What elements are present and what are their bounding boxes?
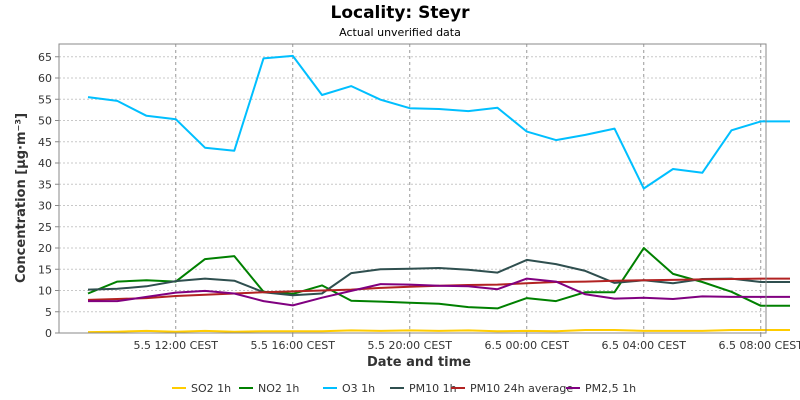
series-line-o3-1h bbox=[87, 54, 790, 190]
x-tick-label: 5.5 20:00 CEST bbox=[367, 339, 452, 352]
grid bbox=[59, 44, 766, 333]
y-tick-label: 60 bbox=[38, 72, 52, 85]
y-tick-label: 65 bbox=[38, 51, 52, 64]
legend-label: PM10 1h bbox=[409, 382, 457, 395]
x-tick-label: 5.5 16:00 CEST bbox=[250, 339, 335, 352]
series-line-pm10-1h bbox=[87, 258, 790, 297]
series-line-no2-1h bbox=[87, 247, 790, 310]
y-tick-label: 35 bbox=[38, 178, 52, 191]
y-tick-label: 15 bbox=[38, 263, 52, 276]
x-tick-label: 6.5 08:00 CEST bbox=[718, 339, 800, 352]
x-tick-label: 6.5 04:00 CEST bbox=[601, 339, 686, 352]
chart-subtitle: Actual unverified data bbox=[339, 26, 461, 39]
x-axis-title: Date and time bbox=[367, 355, 471, 370]
y-tick-label: 0 bbox=[45, 327, 52, 340]
y-tick-label: 20 bbox=[38, 242, 52, 255]
y-tick-label: 40 bbox=[38, 157, 52, 170]
y-tick-label: 45 bbox=[38, 136, 52, 149]
series-line-so2-1h bbox=[87, 329, 790, 334]
legend: SO2 1h NO2 1h O3 1h PM10 1h PM10 24h average… bbox=[172, 382, 636, 395]
plot-area-frame bbox=[58, 43, 767, 334]
y-tick-label: 30 bbox=[38, 200, 52, 213]
series-lines bbox=[87, 54, 790, 334]
y-axis-title: Concentration [µg·m⁻³] bbox=[14, 113, 29, 283]
x-tick-label: 6.5 00:00 CEST bbox=[484, 339, 569, 352]
legend-label: PM2,5 1h bbox=[585, 382, 636, 395]
series-line-pm2-5-1h bbox=[88, 277, 790, 307]
legend-label: NO2 1h bbox=[258, 382, 299, 395]
y-tick-label: 55 bbox=[38, 93, 52, 106]
y-tick-label: 10 bbox=[38, 285, 52, 298]
legend-label: O3 1h bbox=[342, 382, 375, 395]
legend-label: PM10 24h average bbox=[470, 382, 573, 395]
y-tick-label: 5 bbox=[45, 306, 52, 319]
y-tick-label: 50 bbox=[38, 115, 52, 128]
legend-label: SO2 1h bbox=[191, 382, 231, 395]
axes: 0 5 10 15 20 25 30 35 40 45 50 55 60 65 5.5 12:00 CEST… bbox=[38, 43, 800, 352]
y-tick-label: 25 bbox=[38, 221, 52, 234]
chart-title: Locality: Steyr bbox=[330, 3, 470, 23]
x-tick-label: 5.5 12:00 CEST bbox=[133, 339, 218, 352]
